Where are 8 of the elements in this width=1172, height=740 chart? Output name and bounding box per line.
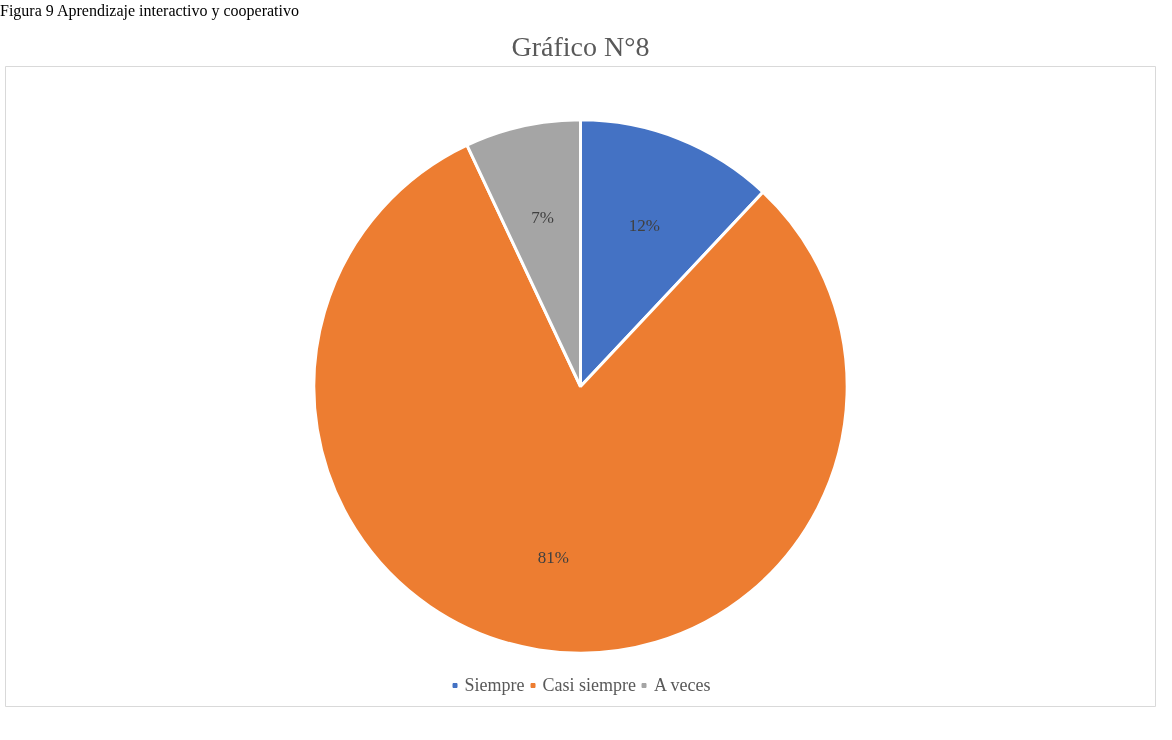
legend-label: Siempre	[464, 674, 525, 696]
data-label: 12%	[628, 215, 660, 235]
data-label: 7%	[531, 207, 555, 227]
legend-label: Casi siempre	[542, 674, 636, 696]
data-label: 81%	[537, 548, 569, 568]
chart-title: Gráfico N°8	[511, 30, 650, 62]
legend-label: A veces	[654, 674, 711, 696]
text: Figura 9 Aprendizaje interactivo y cooperativo	[0, 1, 300, 22]
